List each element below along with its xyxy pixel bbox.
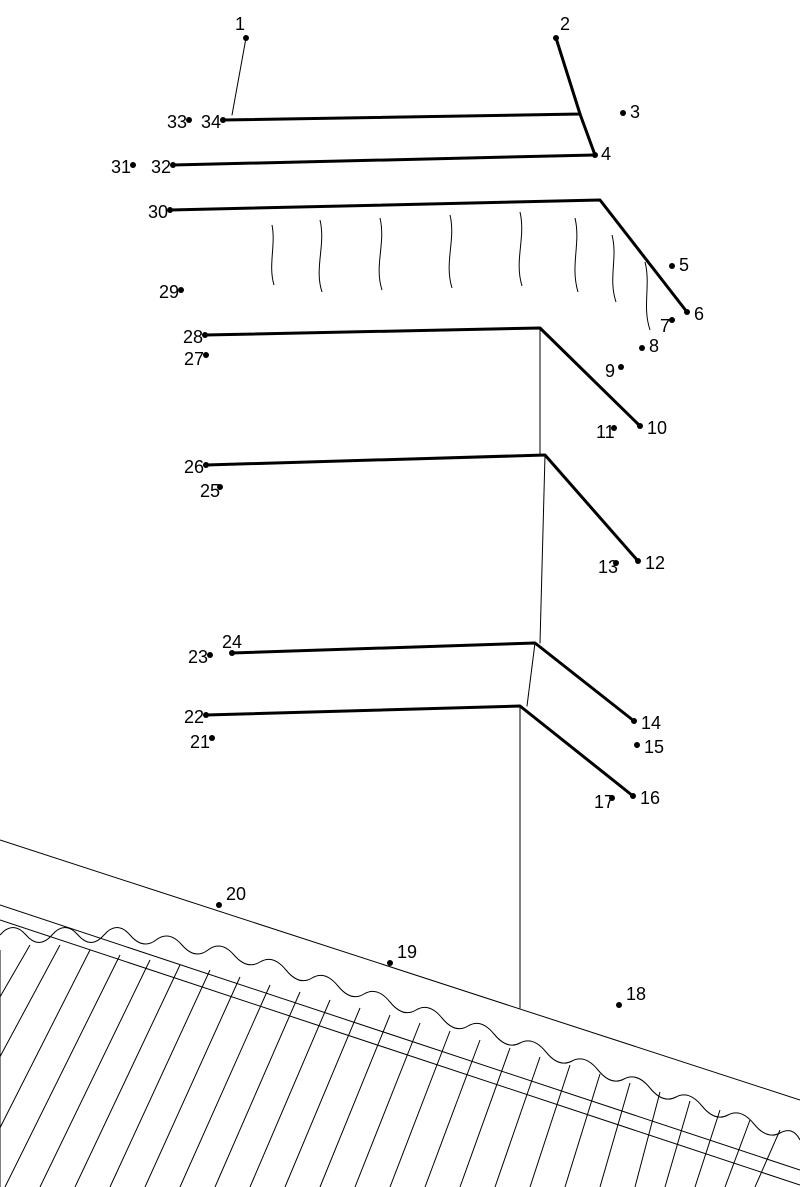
roof-edge-top	[0, 840, 800, 1100]
decor-wave	[645, 262, 650, 330]
structure-line	[232, 38, 246, 115]
roof-slat	[600, 1083, 630, 1187]
roof-slat	[285, 1008, 360, 1187]
dot-1	[243, 35, 249, 41]
dot-label-13: 13	[598, 557, 618, 577]
dot-label-8: 8	[649, 336, 659, 356]
roof-slat	[0, 945, 30, 1187]
decor-wave	[575, 218, 578, 292]
roof-slat	[695, 1110, 720, 1187]
dot-8	[639, 345, 645, 351]
structure-line	[170, 200, 687, 312]
dot-19	[387, 960, 393, 966]
roof-slat	[75, 965, 180, 1187]
roof-slat	[250, 1000, 330, 1187]
dot-label-7: 7	[660, 316, 670, 336]
roof-slat	[5, 955, 120, 1187]
dot-label-15: 15	[644, 737, 664, 757]
dot-label-26: 26	[184, 457, 204, 477]
dot-label-16: 16	[640, 788, 660, 808]
roof-slat	[565, 1074, 600, 1187]
roof-slat	[425, 1040, 480, 1187]
decor-wave	[379, 218, 382, 290]
dot-label-11: 11	[596, 422, 615, 442]
dot-label-31: 31	[111, 157, 131, 177]
dot-5	[669, 263, 675, 269]
roof-slat	[530, 1065, 570, 1187]
decor-wave	[612, 235, 616, 302]
decor-wave	[449, 215, 452, 288]
roof-slat	[215, 992, 300, 1187]
roof-slat	[40, 960, 150, 1187]
dot-label-23: 23	[188, 647, 208, 667]
decor-wave	[272, 225, 274, 285]
dot-10	[637, 423, 643, 429]
roof-slat	[0, 950, 90, 1187]
roof-slat	[665, 1101, 690, 1187]
dot-label-32: 32	[151, 157, 171, 177]
dot-label-30: 30	[148, 202, 168, 222]
dot-label-2: 2	[560, 14, 570, 34]
dot-label-21: 21	[190, 732, 210, 752]
dot-label-6: 6	[694, 304, 704, 324]
dot-18	[616, 1002, 622, 1008]
dot-6	[684, 309, 690, 315]
dot-to-dot-scene: 1234567891011121314151617181920212223242…	[0, 0, 800, 1187]
dot-label-9: 9	[605, 361, 615, 381]
structure-line	[173, 155, 595, 165]
decor-wave	[319, 220, 322, 292]
structure-line	[223, 38, 580, 120]
dot-label-19: 19	[397, 942, 417, 962]
dot-15	[634, 742, 640, 748]
roof-slat	[390, 1031, 450, 1187]
decor-wave	[519, 212, 522, 286]
structure-line	[540, 455, 545, 643]
dot-label-5: 5	[679, 255, 689, 275]
dot-label-24: 24	[222, 632, 242, 652]
dot-label-4: 4	[601, 144, 611, 164]
structure-line	[205, 328, 640, 426]
dot-label-18: 18	[626, 984, 646, 1004]
dot-label-29: 29	[159, 282, 179, 302]
roof-slat	[755, 1130, 780, 1187]
dot-label-3: 3	[630, 102, 640, 122]
structure-line	[206, 706, 633, 796]
dot-label-25: 25	[200, 481, 220, 501]
dot-20	[216, 902, 222, 908]
dot-label-14: 14	[641, 713, 661, 733]
dot-label-27: 27	[184, 349, 204, 369]
dot-3	[620, 110, 626, 116]
dot-14	[631, 718, 637, 724]
roof-slat	[355, 1023, 420, 1187]
structure-line	[527, 643, 535, 706]
dot-12	[635, 558, 641, 564]
roof-slat	[725, 1120, 750, 1187]
dot-label-33: 33	[167, 112, 187, 132]
roof-slat	[180, 985, 270, 1187]
dot-label-34: 34	[201, 112, 221, 132]
dot-label-20: 20	[226, 884, 246, 904]
dot-label-17: 17	[594, 792, 614, 812]
roof-slat	[320, 1015, 390, 1187]
dot-9	[618, 364, 624, 370]
dot-16	[630, 793, 636, 799]
dot-2	[553, 35, 559, 41]
structure-line	[206, 455, 638, 561]
dot-4	[592, 152, 598, 158]
dot-label-28: 28	[183, 327, 203, 347]
structure-line	[580, 114, 595, 155]
dot-label-12: 12	[645, 553, 665, 573]
dot-label-10: 10	[647, 418, 667, 438]
roof-slat	[635, 1092, 660, 1187]
dot-label-22: 22	[184, 707, 204, 727]
dot-label-1: 1	[235, 14, 245, 34]
